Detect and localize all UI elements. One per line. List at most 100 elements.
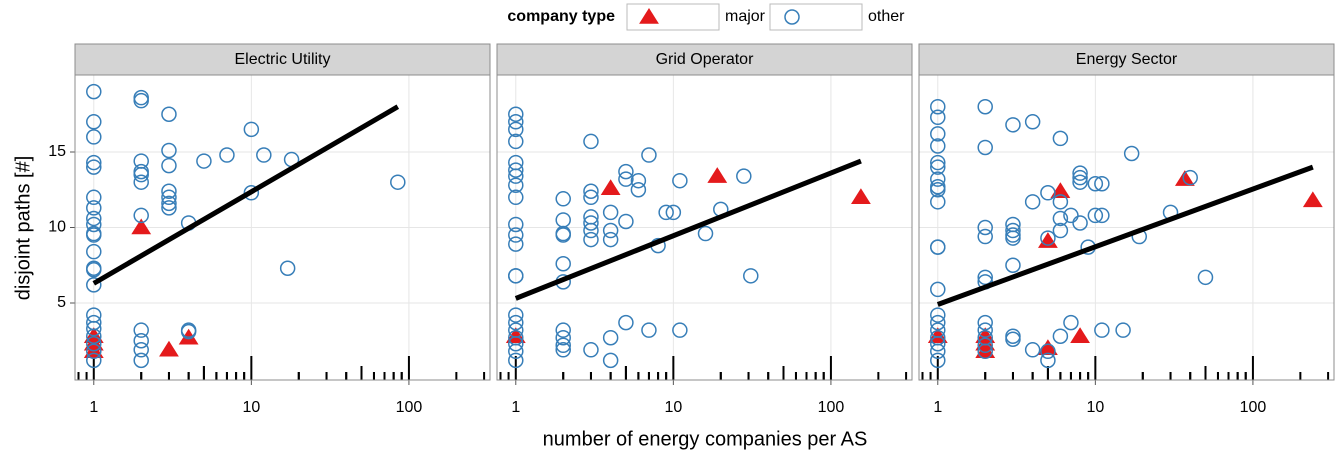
marker-major xyxy=(131,218,152,235)
marker-other xyxy=(697,225,714,242)
x-tick-label: 100 xyxy=(1240,399,1267,416)
marker-other xyxy=(555,337,571,354)
marker-other xyxy=(86,114,102,130)
marker-major xyxy=(600,179,621,195)
marker-other xyxy=(977,98,993,115)
marker-other xyxy=(977,269,993,286)
marker-other xyxy=(196,153,212,169)
marker-other xyxy=(930,336,946,352)
marker-other xyxy=(508,162,524,178)
marker-other xyxy=(618,213,634,230)
marker-other xyxy=(508,121,524,138)
marker-other xyxy=(133,322,149,338)
marker-other xyxy=(1182,169,1198,186)
x-axis-label: number of energy companies per AS xyxy=(543,428,868,450)
marker-other xyxy=(977,219,993,236)
marker-other xyxy=(508,307,524,323)
marker-other xyxy=(508,216,524,233)
marker-other xyxy=(508,133,524,150)
marker-other xyxy=(161,183,177,200)
strip-title: Electric Utility xyxy=(234,51,330,68)
y-tick-label: 15 xyxy=(48,143,66,160)
marker-other xyxy=(1072,165,1088,181)
marker-other xyxy=(86,277,102,293)
marker-other xyxy=(930,182,946,198)
marker-other xyxy=(630,172,647,189)
marker-other xyxy=(641,322,657,338)
x-tick-label: 1 xyxy=(933,399,942,416)
marker-other xyxy=(1123,145,1140,162)
marker-other xyxy=(1005,230,1021,246)
marker-other xyxy=(133,332,149,349)
marker-other xyxy=(602,222,619,239)
panel-border xyxy=(496,74,913,381)
marker-other xyxy=(1040,343,1056,360)
marker-other xyxy=(602,329,619,346)
marker-other xyxy=(1094,207,1110,224)
strip xyxy=(74,43,491,76)
marker-other xyxy=(508,189,524,206)
marker-other xyxy=(1052,222,1069,239)
fit-line xyxy=(92,104,400,286)
marker-other xyxy=(930,109,946,126)
marker-other xyxy=(602,352,619,369)
marker-other xyxy=(133,92,149,109)
marker-major xyxy=(1038,339,1058,356)
x-tick-label: 10 xyxy=(664,399,682,416)
legend-key xyxy=(769,3,863,31)
marker-other xyxy=(1005,257,1021,273)
marker-other xyxy=(1094,175,1110,192)
marker-other xyxy=(86,227,102,243)
legend-label: other xyxy=(868,8,905,25)
marker-other xyxy=(583,222,599,239)
marker-other xyxy=(977,322,993,338)
marker-other xyxy=(1040,352,1056,369)
panel-border xyxy=(74,74,491,381)
strip-title: Energy Sector xyxy=(1076,51,1178,68)
marker-other xyxy=(508,343,524,360)
marker-other xyxy=(630,182,647,198)
marker-other xyxy=(672,322,688,338)
marker-other xyxy=(508,106,524,123)
marker-other xyxy=(243,185,260,201)
strip xyxy=(918,43,1335,76)
marker-major xyxy=(975,342,996,359)
marker-other xyxy=(86,189,102,206)
x-tick-label: 1 xyxy=(89,399,98,416)
marker-other xyxy=(86,343,102,360)
marker-other xyxy=(256,147,272,163)
marker-other xyxy=(508,236,524,252)
marker-other xyxy=(555,255,571,272)
marker-other xyxy=(784,9,800,25)
marker-other xyxy=(508,227,524,243)
marker-other xyxy=(508,352,524,369)
marker-other xyxy=(930,352,946,369)
marker-other xyxy=(930,138,946,154)
y-axis-label: disjoint paths [#] xyxy=(12,156,34,301)
marker-other xyxy=(977,139,993,156)
marker-other xyxy=(930,98,946,115)
marker-major xyxy=(851,188,871,205)
marker-other xyxy=(583,189,599,206)
marker-major xyxy=(1174,170,1195,186)
marker-other xyxy=(133,166,149,183)
marker-other xyxy=(583,183,599,200)
marker-other xyxy=(86,216,102,233)
marker-other xyxy=(641,147,657,163)
marker-major xyxy=(159,340,179,357)
marker-other xyxy=(1052,130,1069,147)
marker-other xyxy=(555,322,571,338)
marker-other xyxy=(930,154,946,171)
marker-other xyxy=(1072,174,1088,190)
marker-other xyxy=(602,204,619,221)
marker-other xyxy=(508,268,524,284)
marker-other xyxy=(930,307,946,323)
marker-other xyxy=(1005,222,1021,239)
marker-other xyxy=(1005,331,1021,347)
marker-other xyxy=(1072,215,1088,231)
marker-other xyxy=(1024,194,1041,210)
fit-line xyxy=(514,158,862,301)
marker-other xyxy=(86,129,102,145)
marker-other xyxy=(930,126,946,142)
